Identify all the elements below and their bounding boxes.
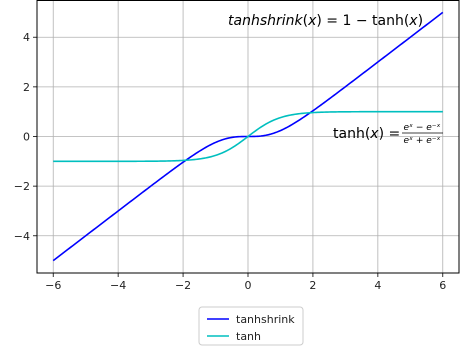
y-tick-label: 2	[23, 81, 30, 94]
legend-label-tanh: tanh	[236, 330, 261, 343]
tanh-formula-annotation: tanh(x) = eˣ − e⁻ˣ eˣ + e⁻ˣ	[333, 123, 443, 146]
series-layer	[52, 11, 444, 262]
x-tick-label: −4	[110, 279, 126, 292]
axis-ticks: −6 −4 −2 0 2 4 6 −4 −2 0 2 4	[14, 31, 446, 292]
y-tick-label: −2	[14, 180, 30, 193]
x-tick-label: 4	[374, 279, 381, 292]
series-line-tanh	[53, 110, 443, 163]
legend: tanhshrink tanh	[198, 306, 304, 346]
tanh-formula-numerator: eˣ − e⁻ˣ	[403, 123, 440, 133]
tanhshrink-formula-rest: (x) = 1 − tanh(x)	[303, 13, 423, 29]
x-tick-label: 2	[309, 279, 316, 292]
x-tick-label: 6	[439, 279, 446, 292]
tanh-formula-prefix: tanh(x) =	[333, 126, 400, 142]
tanh-formula-denominator: eˣ + e⁻ˣ	[403, 136, 440, 146]
y-tick-label: −4	[14, 230, 30, 243]
x-tick-label: 0	[245, 279, 252, 292]
legend-label-tanhshrink: tanhshrink	[236, 313, 295, 326]
tanhshrink-formula-name: tanhshrink	[228, 13, 304, 29]
grid-lines	[37, 0, 459, 273]
x-tick-label: −2	[175, 279, 191, 292]
y-tick-label: 4	[23, 31, 30, 44]
tanhshrink-formula-annotation: tanhshrink(x) = 1 − tanh(x)	[228, 13, 423, 29]
y-tick-label: 0	[23, 131, 30, 144]
x-tick-label: −6	[45, 279, 61, 292]
